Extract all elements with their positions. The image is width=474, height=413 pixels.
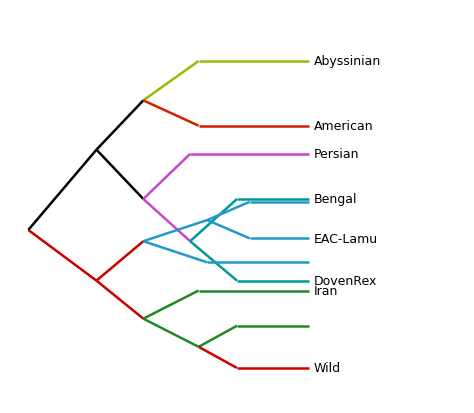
Text: Abyssinian: Abyssinian	[314, 55, 381, 68]
Text: American: American	[314, 120, 374, 133]
Text: EAC-Lamu: EAC-Lamu	[314, 233, 378, 245]
Text: Persian: Persian	[314, 148, 359, 161]
Text: DovenRex: DovenRex	[314, 275, 377, 287]
Text: Bengal: Bengal	[314, 193, 357, 206]
Text: Iran: Iran	[314, 284, 338, 297]
Text: Wild: Wild	[314, 362, 341, 375]
